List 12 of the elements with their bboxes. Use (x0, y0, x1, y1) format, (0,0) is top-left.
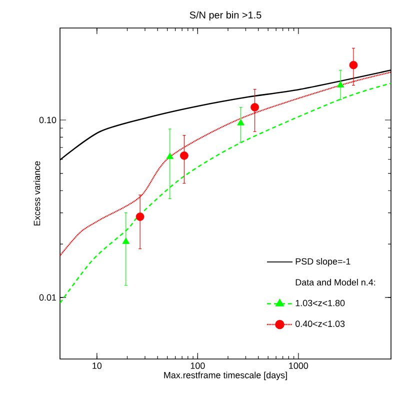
legend-label: 1.03<z<1.80 (296, 300, 345, 306)
legend-label: 0.40<z<1.03 (295, 320, 345, 327)
x-axis-title: Max.restframe timescale [days] (164, 372, 287, 380)
x-tick-label: 10 (92, 362, 102, 369)
legend-title: Data and Model n.4: (296, 278, 376, 286)
x-tick-label: 100 (190, 362, 205, 369)
y-tick-label: 0.01 (39, 294, 56, 301)
x-tick-label: 1000 (289, 362, 308, 369)
y-tick-label: 0.10 (39, 116, 56, 124)
y-axis-title: Excess variance (34, 161, 40, 226)
chart-title: S/N per bin >1.5 (190, 11, 262, 20)
legend-label: PSD slope=-1 (296, 258, 350, 266)
